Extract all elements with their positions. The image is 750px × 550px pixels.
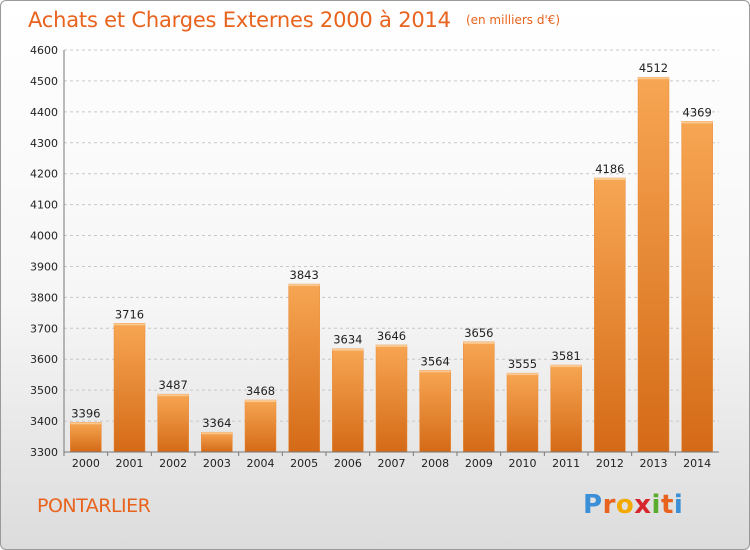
logo-letter: t [660,490,674,520]
y-tick-label: 4300 [30,137,58,150]
chart-unit-note: (en milliers d'€) [465,13,561,27]
x-tick-label: 2001 [116,457,144,470]
bar-value-label: 3656 [464,326,493,340]
bar-highlight [70,422,102,425]
bar-value-label: 3555 [508,357,537,371]
bar-value-label: 3364 [202,416,231,430]
bar-value-label: 3396 [71,406,100,420]
logo-letter: r [602,490,616,520]
y-tick-label: 4200 [30,168,58,181]
x-tick-label: 2010 [509,457,537,470]
bar-value-label: 3646 [377,329,406,343]
bar-highlight [376,345,407,348]
bar-2014 [681,121,713,453]
bar-value-label: 4369 [683,105,712,119]
bar-value-label: 3564 [421,354,450,368]
bar-highlight [594,178,626,181]
y-tick-label: 4600 [30,44,58,57]
bar-highlight [114,323,145,326]
x-tick-label: 2006 [334,457,362,470]
proxiti-logo: Proxiti [583,490,683,520]
bar-highlight [245,400,276,403]
x-tick-label: 2012 [596,457,624,470]
bar-value-label: 3843 [290,268,319,282]
x-tick-label: 2014 [683,457,711,470]
logo-letter: o [615,490,635,520]
bar-value-label: 4186 [595,162,624,176]
logo-letter: x [634,490,652,520]
bar-highlight [507,373,538,376]
bar-value-label: 3634 [333,333,362,347]
bar-2005 [288,283,320,453]
bar-2001 [113,323,146,453]
bar-highlight [638,77,669,80]
logo-letter: i [651,490,661,520]
x-tick-label: 2007 [378,457,406,470]
x-tick-label: 2000 [72,457,100,470]
bar-2011 [550,364,582,453]
x-tick-label: 2005 [290,457,318,470]
y-tick-label: 3900 [30,260,58,273]
bar-2013 [637,76,670,453]
bar-value-label: 3487 [159,378,188,392]
bar-2003 [201,431,233,453]
x-tick-label: 2004 [247,457,275,470]
y-tick-label: 4000 [30,230,58,243]
bar-2010 [506,372,539,453]
y-tick-label: 4400 [30,106,58,119]
bar-2007 [375,344,408,453]
bar-2006 [332,348,364,453]
bar-2004 [244,399,277,453]
bar-2008 [419,370,451,453]
y-tick-label: 3800 [30,291,58,304]
bar-highlight [550,365,582,368]
bar-2012 [594,177,626,453]
x-axis-tick-labels: 2000 2001 2002 2003 2004 2005 2006 2007 2008 2009… [63,452,711,470]
y-tick-label: 4500 [30,75,58,88]
y-tick-label: 3500 [30,384,58,397]
bar-2009 [463,341,495,453]
chart-title: Achats et Charges Externes 2000 à 2014 [28,8,451,32]
axes [63,50,719,453]
y-tick-label: 3600 [30,353,58,366]
y-tick-label: 4100 [30,199,58,212]
chart-title-block: Achats et Charges Externes 2000 à 2014 (… [28,8,560,32]
bar-2002 [157,393,189,453]
bar-highlight [288,284,320,287]
x-tick-label: 2009 [465,457,493,470]
bar-value-label: 4512 [639,61,668,75]
bar-highlight [463,341,495,344]
bar-value-label: 3581 [552,349,581,363]
bar-highlight [201,432,233,435]
x-tick-label: 2002 [159,457,187,470]
x-tick-label: 2011 [552,457,580,470]
bar-value-label: 3716 [115,307,144,321]
bar-2000 [70,422,102,453]
y-axis-tick-labels: 3300 3400 3500 3600 3700 3800 3900 4000 4100 4200… [30,44,58,459]
logo-letter: P [583,490,603,520]
bar-highlight [419,370,451,373]
x-tick-label: 2013 [640,457,668,470]
y-tick-label: 3700 [30,322,58,335]
logo-letter: i [673,490,684,520]
bar-value-labels: 3396 3716 3487 3364 3468 3843 3634 3646 3564 3656… [71,61,712,430]
x-tick-label: 2008 [421,457,449,470]
bar-value-label: 3468 [246,384,275,398]
city-name: PONTARLIER [37,495,151,517]
bar-highlight [332,348,364,351]
y-tick-label: 3400 [30,415,58,428]
bar-highlight [681,121,713,124]
x-tick-label: 2003 [203,457,231,470]
bars [70,76,713,453]
bar-highlight [157,394,189,397]
y-tick-label: 3300 [30,446,58,459]
